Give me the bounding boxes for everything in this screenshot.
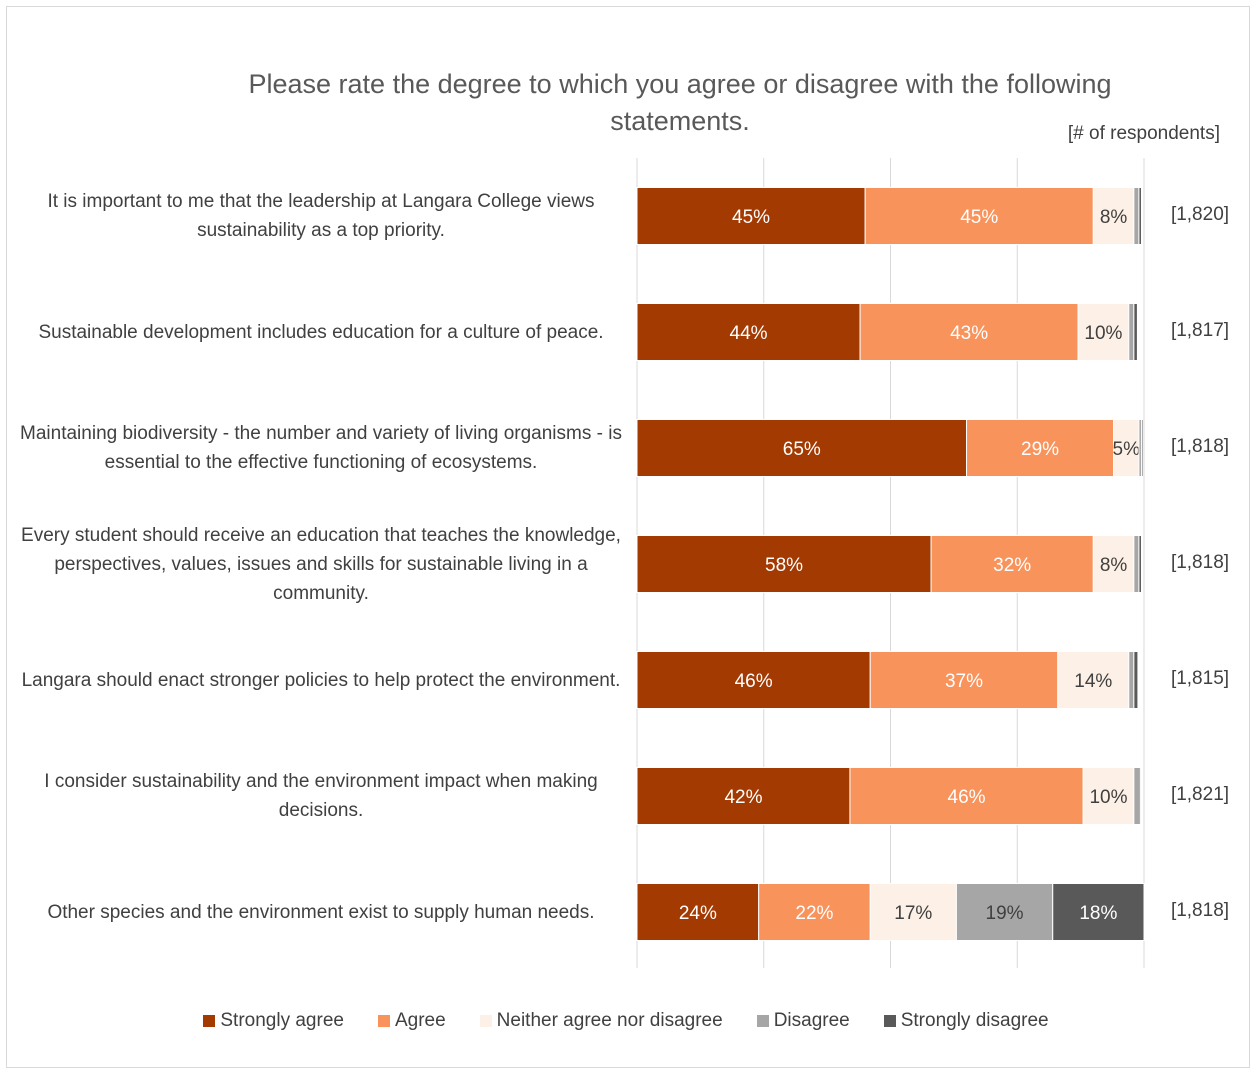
bar-segment xyxy=(1052,883,1145,941)
category-label: Maintaining biodiversity - the number an… xyxy=(20,423,622,473)
bar-segment xyxy=(1138,535,1142,593)
legend: Strongly agree Agree Neither agree nor dis… xyxy=(0,1010,1252,1032)
legend-label: Strongly agree xyxy=(220,1010,344,1031)
legend-label: Strongly disagree xyxy=(900,1010,1049,1031)
legend-item: Disagree xyxy=(756,1010,850,1032)
legend-swatch xyxy=(756,1015,769,1027)
data-label: 45% xyxy=(960,207,998,228)
bar-segment xyxy=(1138,187,1142,245)
bar-segment xyxy=(636,419,968,477)
data-label: 22% xyxy=(795,903,833,924)
data-label: 14% xyxy=(1074,671,1112,692)
data-label: 29% xyxy=(1021,439,1059,460)
data-label: 32% xyxy=(993,555,1031,576)
data-label: 45% xyxy=(732,207,770,228)
data-label: 37% xyxy=(945,671,983,692)
respondent-count: [1,818] xyxy=(1170,900,1230,921)
category-label: Other species and the environment exist … xyxy=(47,901,595,923)
bar-segment xyxy=(636,535,932,593)
bar-segment xyxy=(1082,767,1135,825)
data-label: 10% xyxy=(1089,787,1127,808)
legend-swatch xyxy=(377,1015,390,1027)
legend-swatch xyxy=(883,1015,896,1027)
data-label: 18% xyxy=(1079,903,1117,924)
respondent-count: [1,818] xyxy=(1170,552,1230,573)
data-label: 43% xyxy=(950,323,988,344)
data-label: 8% xyxy=(1100,555,1128,576)
respondents-header: [# of respondents] xyxy=(1067,123,1220,144)
data-label: 19% xyxy=(986,903,1024,924)
bar-segment xyxy=(1077,303,1130,361)
legend-item: Neither agree nor disagree xyxy=(479,1010,723,1032)
bar-segment xyxy=(869,651,1059,709)
bar-segment xyxy=(758,883,871,941)
bar-segment xyxy=(1133,187,1140,245)
data-label: 46% xyxy=(948,787,986,808)
category-label: I consider sustainability and the enviro… xyxy=(44,771,598,821)
bar-segment xyxy=(864,187,1094,245)
data-label: 42% xyxy=(724,787,762,808)
bar-segment xyxy=(1057,651,1130,709)
data-label: 65% xyxy=(783,439,821,460)
bar-segment xyxy=(869,883,957,941)
respondent-count: [1,815] xyxy=(1170,668,1230,689)
respondent-count: [1,817] xyxy=(1170,320,1230,341)
data-label: 17% xyxy=(894,903,932,924)
legend-label: Neither agree nor disagree xyxy=(496,1010,723,1031)
bar-segment xyxy=(1092,535,1135,593)
legend-label: Disagree xyxy=(773,1010,850,1031)
respondent-count: [1,818] xyxy=(1170,436,1230,457)
legend-item: Agree xyxy=(377,1010,446,1032)
respondent-count: [1,821] xyxy=(1170,784,1230,805)
bar-segment xyxy=(1140,419,1144,477)
legend-swatch xyxy=(203,1015,216,1027)
bar-segment xyxy=(930,535,1094,593)
bar-segment xyxy=(1139,767,1142,825)
data-label: 24% xyxy=(679,903,717,924)
bar-segment xyxy=(636,767,851,825)
bar-segment xyxy=(859,303,1079,361)
data-label: 46% xyxy=(735,671,773,692)
data-label: 10% xyxy=(1084,323,1122,344)
legend-item: Strongly disagree xyxy=(883,1010,1049,1032)
data-label: 5% xyxy=(1113,439,1141,460)
bar-segment xyxy=(1128,303,1135,361)
bar-segment xyxy=(1113,419,1140,477)
bar-segment xyxy=(1128,651,1135,709)
bar-segment xyxy=(1133,651,1139,709)
bar-segment xyxy=(1133,767,1141,825)
chart-title: Please rate the degree to which you agre… xyxy=(248,69,1112,136)
bar-segment xyxy=(1092,187,1135,245)
bar-segment xyxy=(955,883,1054,941)
bar-segment xyxy=(636,187,866,245)
data-label: 8% xyxy=(1100,207,1128,228)
data-label: 58% xyxy=(765,555,803,576)
category-label: It is important to me that the leadershi… xyxy=(47,191,595,241)
bar-segment xyxy=(966,419,1115,477)
bar-segment xyxy=(636,883,760,941)
data-label: 44% xyxy=(730,323,768,344)
legend-swatch xyxy=(479,1015,492,1027)
respondent-count: [1,820] xyxy=(1170,204,1230,225)
legend-item: Strongly agree xyxy=(203,1010,344,1032)
bar-segment xyxy=(636,303,861,361)
bar-segment xyxy=(1133,303,1138,361)
bar-segment xyxy=(1133,535,1140,593)
bar-segment xyxy=(636,651,871,709)
category-label: Sustainable development includes educati… xyxy=(38,321,604,343)
legend-label: Agree xyxy=(394,1010,446,1031)
category-label: Langara should enact stronger policies t… xyxy=(21,669,621,691)
category-label: Every student should receive an educatio… xyxy=(21,524,621,604)
